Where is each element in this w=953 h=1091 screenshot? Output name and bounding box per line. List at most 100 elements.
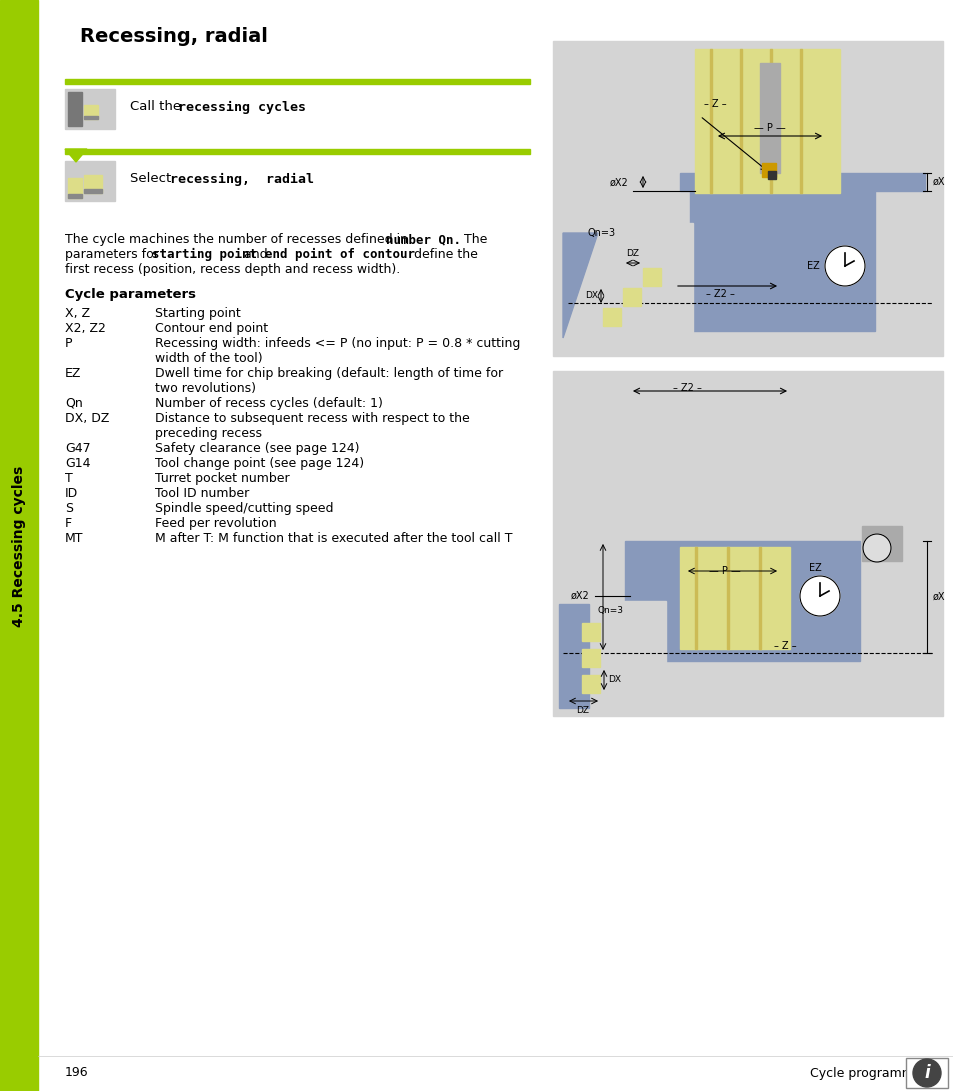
Circle shape <box>912 1059 940 1087</box>
Text: and: and <box>240 248 272 261</box>
Bar <box>65 89 115 129</box>
Bar <box>622 288 640 305</box>
Bar <box>556 601 665 711</box>
Bar <box>84 116 98 119</box>
Bar <box>558 604 588 708</box>
Text: starting point: starting point <box>152 248 256 261</box>
Text: Dwell time for chip breaking (default: length of time for: Dwell time for chip breaking (default: l… <box>154 367 502 380</box>
Bar <box>769 49 771 193</box>
Text: i: i <box>923 1064 929 1082</box>
Bar <box>68 92 82 125</box>
Text: G47: G47 <box>65 442 91 455</box>
Polygon shape <box>65 149 87 161</box>
Text: øX2: øX2 <box>571 591 589 601</box>
Text: Qn: Qn <box>65 397 83 410</box>
Bar <box>761 163 775 177</box>
Text: Tool ID number: Tool ID number <box>154 487 249 500</box>
Text: Starting point: Starting point <box>154 307 240 320</box>
Text: DX, DZ: DX, DZ <box>65 412 110 425</box>
Text: 4.5 Recessing cycles: 4.5 Recessing cycles <box>12 466 26 626</box>
Circle shape <box>800 576 840 616</box>
Bar <box>624 541 859 661</box>
Bar <box>558 223 692 348</box>
Text: DX: DX <box>584 291 598 300</box>
Bar <box>689 191 874 331</box>
Bar <box>760 63 780 173</box>
Text: – Z2 –: – Z2 – <box>672 383 700 393</box>
Text: 196: 196 <box>65 1067 89 1079</box>
Text: DZ: DZ <box>626 249 639 257</box>
Text: recessing cycles: recessing cycles <box>178 100 306 113</box>
Bar <box>581 623 599 642</box>
Text: DX: DX <box>607 675 620 684</box>
Text: Safety clearance (see page 124): Safety clearance (see page 124) <box>154 442 359 455</box>
Text: – Z –: – Z – <box>773 642 796 651</box>
Text: DZ: DZ <box>576 706 589 715</box>
Text: – Z2 –: – Z2 – <box>705 289 734 299</box>
Text: Contour end point: Contour end point <box>154 322 268 335</box>
Bar <box>679 173 924 191</box>
Text: Tool change point (see page 124): Tool change point (see page 124) <box>154 457 364 470</box>
Bar <box>767 171 775 179</box>
Bar <box>905 1058 947 1088</box>
Text: P: P <box>65 337 72 350</box>
Bar <box>905 1058 947 1088</box>
Text: – Z –: – Z – <box>703 99 725 109</box>
Bar <box>862 526 901 561</box>
Text: — P —: — P — <box>753 123 785 133</box>
Text: Recessing, radial: Recessing, radial <box>80 26 268 46</box>
Text: Cycle programming: Cycle programming <box>809 1067 932 1079</box>
Bar <box>68 194 82 197</box>
Text: MT: MT <box>65 532 84 546</box>
Text: T: T <box>65 472 72 485</box>
Text: The cycle machines the number of recesses defined in: The cycle machines the number of recesse… <box>65 233 412 245</box>
Text: Spindle speed/cutting speed: Spindle speed/cutting speed <box>154 502 334 515</box>
Text: X, Z: X, Z <box>65 307 90 320</box>
Bar <box>695 547 697 649</box>
Text: The: The <box>459 233 487 245</box>
Text: preceding recess: preceding recess <box>154 427 262 440</box>
Text: ID: ID <box>65 487 78 500</box>
Bar <box>0 0 38 1091</box>
Text: Recessing width: infeeds <= P (no input: P = 0.8 * cutting: Recessing width: infeeds <= P (no input:… <box>154 337 519 350</box>
Text: parameters for: parameters for <box>65 248 163 261</box>
Bar <box>581 649 599 667</box>
Text: Number of recess cycles (default: 1): Number of recess cycles (default: 1) <box>154 397 382 410</box>
Bar <box>695 49 840 193</box>
Bar <box>65 79 530 84</box>
Bar <box>740 49 741 193</box>
Text: Qn=3: Qn=3 <box>587 228 616 238</box>
Bar <box>65 149 530 154</box>
Text: width of the tool): width of the tool) <box>154 352 262 365</box>
Text: Qn=3: Qn=3 <box>598 606 623 615</box>
Text: øX2: øX2 <box>609 178 627 188</box>
Bar <box>709 49 711 193</box>
Text: — P —: — P — <box>708 566 740 576</box>
Text: number Qn.: number Qn. <box>386 233 460 245</box>
Text: M after T: M function that is executed after the tool call T: M after T: M function that is executed a… <box>154 532 512 546</box>
Text: Turret pocket number: Turret pocket number <box>154 472 290 485</box>
Bar <box>679 547 789 649</box>
Bar <box>65 161 115 201</box>
Text: first recess (position, recess depth and recess width).: first recess (position, recess depth and… <box>65 263 400 276</box>
Bar <box>759 547 760 649</box>
Bar <box>84 105 98 119</box>
Text: øX: øX <box>932 592 944 602</box>
Bar <box>553 371 942 716</box>
Bar <box>602 308 620 326</box>
Text: define the: define the <box>410 248 477 261</box>
Text: EZ: EZ <box>65 367 81 380</box>
Text: Cycle parameters: Cycle parameters <box>65 288 195 301</box>
Text: S: S <box>65 502 73 515</box>
Text: Feed per revolution: Feed per revolution <box>154 517 276 530</box>
Text: two revolutions): two revolutions) <box>154 382 255 395</box>
Text: recessing,  radial: recessing, radial <box>170 172 314 185</box>
Text: EZ: EZ <box>808 563 821 573</box>
Text: Select: Select <box>130 172 175 185</box>
Text: X2, Z2: X2, Z2 <box>65 322 106 335</box>
Polygon shape <box>562 233 598 338</box>
Text: Distance to subsequent recess with respect to the: Distance to subsequent recess with respe… <box>154 412 469 425</box>
Text: Call the: Call the <box>130 100 185 113</box>
Bar <box>68 178 82 197</box>
Bar <box>800 49 801 193</box>
